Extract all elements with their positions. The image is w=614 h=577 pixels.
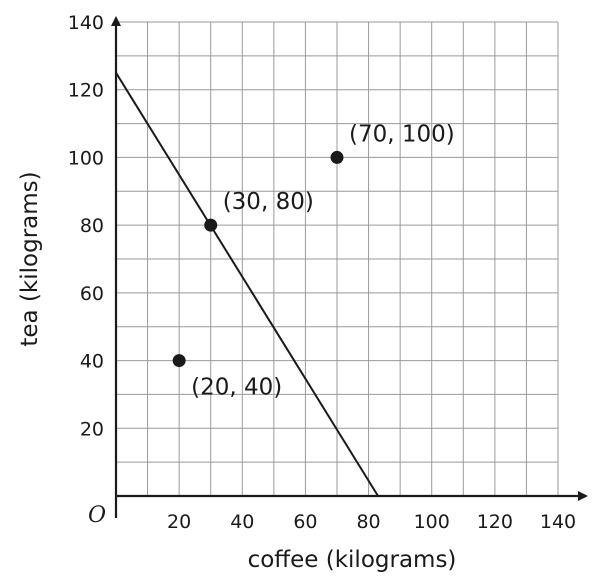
data-point (172, 354, 186, 368)
y-tick-label: 80 (80, 215, 104, 237)
axes (111, 16, 588, 518)
data-series: (20, 40) (30, 80) (70, 100) (115, 72, 455, 497)
x-tick-label: 120 (477, 511, 513, 533)
x-axis-label: coffee (kilograms) (248, 547, 457, 573)
y-tick-label: 40 (80, 351, 104, 373)
data-point (330, 150, 344, 164)
y-axis-label: tea (kilograms) (17, 171, 43, 346)
y-tick-label: 140 (68, 12, 104, 34)
x-tick-label: 40 (230, 511, 254, 533)
line-series (115, 72, 379, 497)
x-tick-label: 80 (356, 511, 380, 533)
data-point-label: (70, 100) (349, 121, 455, 147)
data-point-label: (20, 40) (191, 375, 282, 401)
y-tick-label: 20 (80, 418, 104, 440)
x-tick-label: 140 (540, 511, 576, 533)
y-tick-label: 60 (80, 283, 104, 305)
origin-label: O (88, 503, 106, 528)
data-point (204, 218, 218, 232)
y-tick-label: 120 (68, 80, 104, 102)
data-point-label: (30, 80) (223, 189, 314, 215)
x-tick-label: 60 (293, 511, 317, 533)
axis-labels: coffee (kilograms) tea (kilograms) O (17, 171, 456, 573)
y-tick-label: 100 (68, 147, 104, 169)
x-tick-label: 20 (167, 511, 191, 533)
tick-labels: 20 40 60 80 100 120 140 20 40 60 80 100 120 140 (68, 12, 576, 533)
grid (116, 21, 559, 496)
x-tick-label: 100 (414, 511, 450, 533)
